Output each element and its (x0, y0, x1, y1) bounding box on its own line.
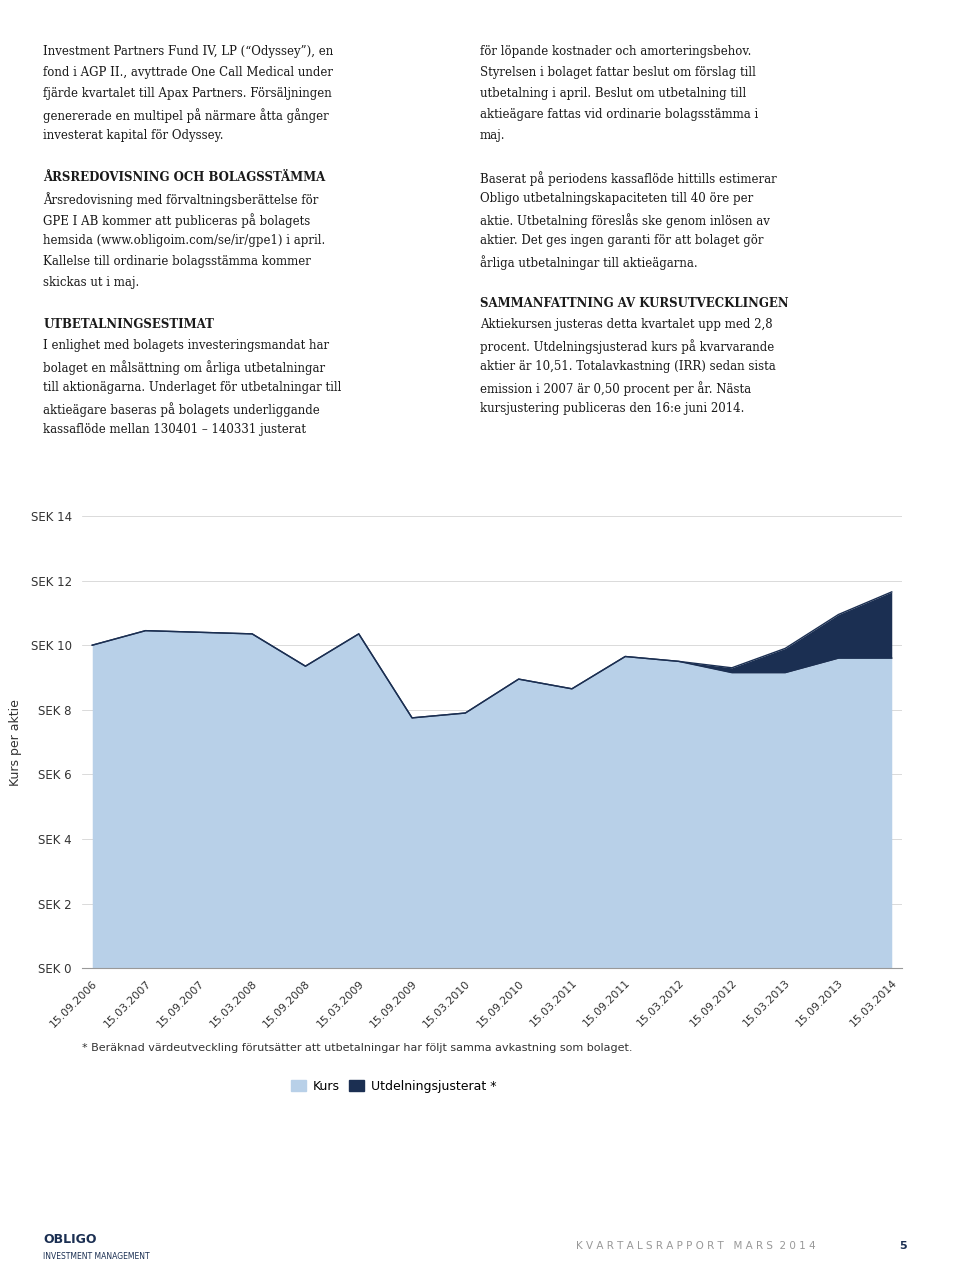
Text: investerat kapital för Odyssey.: investerat kapital för Odyssey. (43, 129, 224, 141)
Text: fond i AGP II., avyttrade One Call Medical under: fond i AGP II., avyttrade One Call Medic… (43, 65, 333, 79)
Text: SAMMANFATTNING AV KURSUTVECKLINGEN: SAMMANFATTNING AV KURSUTVECKLINGEN (480, 297, 788, 310)
Text: * Beräknad värdeutveckling förutsätter att utbetalningar har följt samma avkastn: * Beräknad värdeutveckling förutsätter a… (82, 1043, 632, 1054)
Text: aktier. Det ges ingen garanti för att bolaget gör: aktier. Det ges ingen garanti för att bo… (480, 234, 763, 247)
Text: Styrelsen i bolaget fattar beslut om förslag till: Styrelsen i bolaget fattar beslut om för… (480, 65, 756, 79)
Text: OBLIGO: OBLIGO (43, 1233, 97, 1246)
Text: till aktionägarna. Underlaget för utbetalningar till: till aktionägarna. Underlaget för utbeta… (43, 381, 342, 394)
Text: Investment Partners Fund IV, LP (“Odyssey”), en: Investment Partners Fund IV, LP (“Odysse… (43, 45, 333, 57)
Text: för löpande kostnader och amorteringsbehov.: för löpande kostnader och amorteringsbeh… (480, 45, 752, 57)
Text: INVESTMENT MANAGEMENT: INVESTMENT MANAGEMENT (43, 1252, 150, 1261)
Text: skickas ut i maj.: skickas ut i maj. (43, 276, 139, 289)
Text: bolaget en målsättning om årliga utbetalningar: bolaget en målsättning om årliga utbetal… (43, 359, 325, 375)
Y-axis label: Kurs per aktie: Kurs per aktie (10, 698, 22, 786)
Text: aktieägare baseras på bolagets underliggande: aktieägare baseras på bolagets underligg… (43, 403, 320, 417)
Text: GPE I AB kommer att publiceras på bolagets: GPE I AB kommer att publiceras på bolage… (43, 213, 310, 228)
Text: kassaflöde mellan 130401 – 140331 justerat: kassaflöde mellan 130401 – 140331 juster… (43, 423, 306, 436)
Text: aktier är 10,51. Totalavkastning (IRR) sedan sista: aktier är 10,51. Totalavkastning (IRR) s… (480, 359, 776, 373)
Text: K V A R T A L S R A P P O R T   M A R S  2 0 1 4: K V A R T A L S R A P P O R T M A R S 2 … (576, 1241, 816, 1251)
Text: emission i 2007 är 0,50 procent per år. Nästa: emission i 2007 är 0,50 procent per år. … (480, 381, 751, 396)
Text: Obligo utbetalningskapaciteten till 40 öre per: Obligo utbetalningskapaciteten till 40 ö… (480, 191, 754, 205)
Legend: Kurs, Utdelningsjusterat *: Kurs, Utdelningsjusterat * (286, 1075, 501, 1098)
Text: kursjustering publiceras den 16:e juni 2014.: kursjustering publiceras den 16:e juni 2… (480, 403, 744, 415)
Text: årliga utbetalningar till aktieägarna.: årliga utbetalningar till aktieägarna. (480, 255, 698, 270)
Text: ÅRSREDOVISNING OCH BOLAGSSTÄMMA: ÅRSREDOVISNING OCH BOLAGSSTÄMMA (43, 171, 325, 183)
Text: procent. Utdelningsjusterad kurs på kvarvarande: procent. Utdelningsjusterad kurs på kvar… (480, 339, 775, 354)
Text: aktieägare fattas vid ordinarie bolagsstämma i: aktieägare fattas vid ordinarie bolagsst… (480, 107, 758, 121)
Text: Baserat på periodens kassaflöde hittills estimerar: Baserat på periodens kassaflöde hittills… (480, 171, 777, 186)
Text: Kallelse till ordinarie bolagsstämma kommer: Kallelse till ordinarie bolagsstämma kom… (43, 255, 311, 268)
Text: aktie. Utbetalning föreslås ske genom inlösen av: aktie. Utbetalning föreslås ske genom in… (480, 213, 770, 228)
Text: utbetalning i april. Beslut om utbetalning till: utbetalning i april. Beslut om utbetalni… (480, 87, 746, 99)
Text: maj.: maj. (480, 129, 506, 141)
Text: I enlighet med bolagets investeringsmandat har: I enlighet med bolagets investeringsmand… (43, 339, 329, 352)
Text: fjärde kvartalet till Apax Partners. Försäljningen: fjärde kvartalet till Apax Partners. För… (43, 87, 332, 99)
Text: UTBETALNINGSESTIMAT: UTBETALNINGSESTIMAT (43, 318, 214, 331)
Text: hemsida (www.obligoim.com/se/ir/gpe1) i april.: hemsida (www.obligoim.com/se/ir/gpe1) i … (43, 234, 325, 247)
Text: genererade en multipel på närmare åtta gånger: genererade en multipel på närmare åtta g… (43, 107, 329, 122)
Text: Aktiekursen justeras detta kvartalet upp med 2,8: Aktiekursen justeras detta kvartalet upp… (480, 318, 773, 331)
Text: Årsredovisning med förvaltningsberättelse för: Årsredovisning med förvaltningsberättels… (43, 191, 319, 206)
Text: 5: 5 (900, 1241, 907, 1251)
